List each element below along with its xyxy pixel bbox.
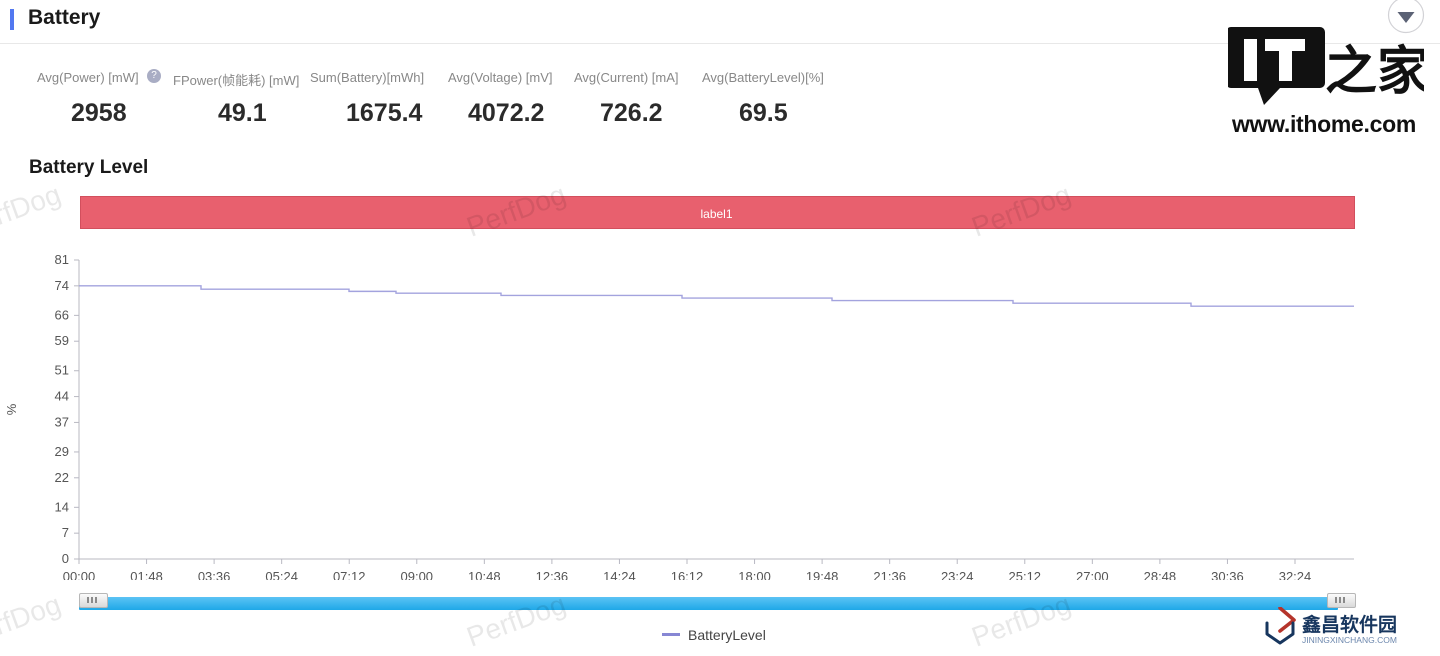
svg-text:14:24: 14:24 (603, 569, 636, 580)
svg-text:21:36: 21:36 (873, 569, 906, 580)
svg-text:29: 29 (55, 444, 69, 459)
svg-text:27:00: 27:00 (1076, 569, 1109, 580)
svg-text:37: 37 (55, 414, 69, 429)
svg-text:23:24: 23:24 (941, 569, 974, 580)
svg-text:14: 14 (55, 499, 69, 514)
svg-text:66: 66 (55, 307, 69, 322)
svg-text:22: 22 (55, 470, 69, 485)
svg-text:19:48: 19:48 (806, 569, 839, 580)
svg-text:81: 81 (55, 252, 69, 267)
svg-text:28:48: 28:48 (1144, 569, 1177, 580)
svg-text:03:36: 03:36 (198, 569, 231, 580)
svg-text:74: 74 (55, 278, 69, 293)
svg-text:32:24: 32:24 (1279, 569, 1312, 580)
svg-text:00:00: 00:00 (63, 569, 96, 580)
svg-text:7: 7 (62, 525, 69, 540)
svg-text:07:12: 07:12 (333, 569, 366, 580)
svg-text:30:36: 30:36 (1211, 569, 1244, 580)
svg-text:09:00: 09:00 (401, 569, 434, 580)
svg-text:01:48: 01:48 (130, 569, 163, 580)
svg-text:鑫昌软件园: 鑫昌软件园 (1301, 613, 1397, 636)
svg-text:16:12: 16:12 (671, 569, 704, 580)
svg-text:10:48: 10:48 (468, 569, 501, 580)
svg-text:51: 51 (55, 363, 69, 378)
svg-text:18:00: 18:00 (738, 569, 771, 580)
svg-text:之家: 之家 (1325, 43, 1424, 101)
svg-text:44: 44 (55, 389, 69, 404)
svg-text:59: 59 (55, 333, 69, 348)
svg-text:05:24: 05:24 (265, 569, 298, 580)
svg-text:0: 0 (62, 551, 69, 566)
svg-text:25:12: 25:12 (1009, 569, 1042, 580)
svg-text:JININGXINCHANG.COM: JININGXINCHANG.COM (1302, 635, 1397, 645)
svg-text:%: % (4, 403, 19, 415)
svg-text:12:36: 12:36 (536, 569, 569, 580)
